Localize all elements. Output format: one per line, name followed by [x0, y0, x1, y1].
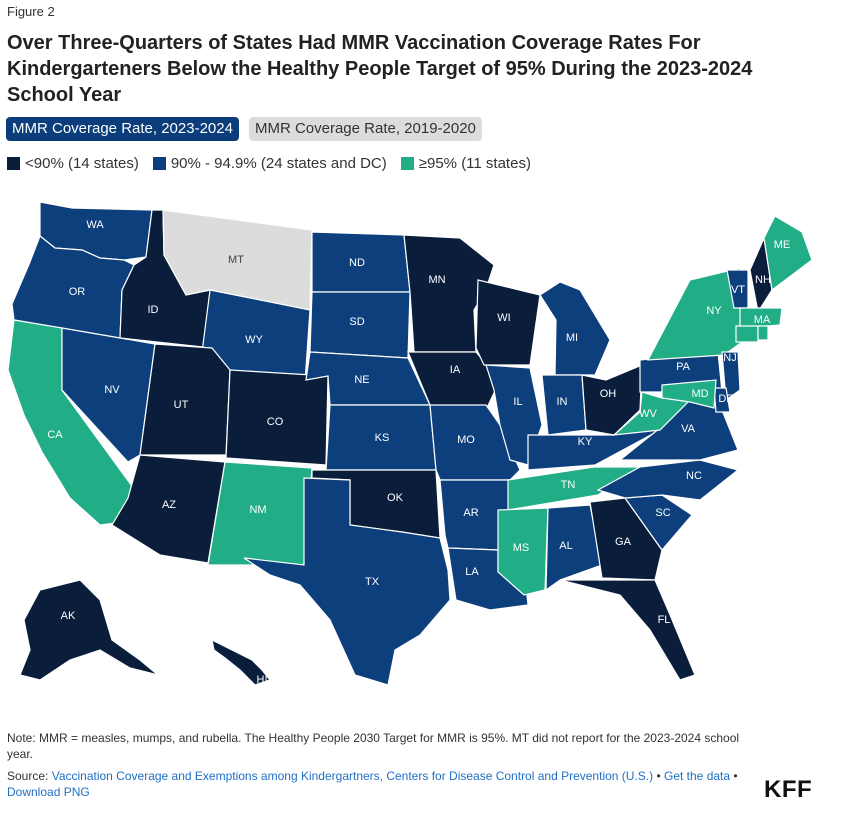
state-label-ia: IA — [450, 364, 461, 376]
state-label-me: ME — [774, 239, 791, 251]
state-label-vt: VT — [731, 284, 745, 296]
legend-label-mid: 90% - 94.9% (24 states and DC) — [170, 155, 387, 172]
state-ct[interactable] — [735, 325, 759, 343]
state-label-fl: FL — [658, 614, 671, 626]
legend-swatch-low — [7, 157, 20, 170]
state-label-or: OR — [69, 286, 86, 298]
source-prefix: Source: — [7, 769, 52, 783]
state-wi[interactable] — [475, 279, 541, 366]
state-label-la: LA — [465, 566, 479, 578]
state-label-nm: NM — [249, 504, 266, 516]
state-label-ny: NY — [706, 305, 722, 317]
get-data-link[interactable]: Get the data — [664, 769, 731, 783]
state-label-co: CO — [267, 416, 284, 428]
state-label-ga: GA — [615, 536, 632, 548]
state-ak[interactable] — [19, 579, 159, 681]
state-label-mi: MI — [566, 332, 578, 344]
state-al[interactable] — [545, 504, 603, 592]
state-ms[interactable] — [497, 507, 549, 596]
state-ri[interactable] — [757, 325, 769, 341]
state-label-va: VA — [681, 423, 696, 435]
state-fl[interactable] — [559, 579, 696, 681]
chart-title: Over Three-Quarters of States Had MMR Va… — [7, 32, 753, 106]
tab-bar: MMR Coverage Rate, 2023-2024 MMR Coverag… — [6, 117, 482, 141]
state-label-nc: NC — [686, 470, 702, 482]
state-de[interactable] — [713, 387, 731, 413]
state-label-ky: KY — [578, 436, 593, 448]
state-label-ak: AK — [61, 610, 76, 622]
state-label-nd: ND — [349, 257, 365, 269]
state-label-hi: HI — [257, 674, 268, 686]
state-label-id: ID — [148, 304, 159, 316]
state-label-wi: WI — [497, 312, 510, 324]
legend-item-high: ≥95% (11 states) — [400, 155, 531, 172]
state-label-wv: WV — [639, 408, 657, 420]
state-mo[interactable] — [429, 404, 521, 481]
legend-swatch-mid — [152, 157, 166, 170]
state-label-wa: WA — [86, 219, 104, 231]
state-label-ca: CA — [47, 429, 63, 441]
state-nc[interactable] — [596, 459, 740, 501]
state-label-ne: NE — [354, 374, 369, 386]
state-me[interactable] — [763, 215, 813, 292]
legend: <90% (14 states) 90% - 94.9% (24 states … — [7, 155, 531, 172]
state-label-tn: TN — [561, 479, 576, 491]
state-ia[interactable] — [407, 351, 501, 411]
state-label-az: AZ — [162, 499, 176, 511]
state-label-ks: KS — [375, 432, 390, 444]
state-label-md: MD — [691, 388, 708, 400]
tab-2019-2020[interactable]: MMR Coverage Rate, 2019-2020 — [248, 117, 482, 141]
state-tx[interactable] — [243, 477, 451, 686]
state-label-ar: AR — [463, 507, 478, 519]
state-ma[interactable] — [739, 307, 783, 329]
state-md[interactable] — [661, 379, 717, 409]
tab-2023-2024[interactable]: MMR Coverage Rate, 2023-2024 — [6, 117, 239, 141]
footnote: Note: MMR = measles, mumps, and rubella.… — [7, 731, 740, 761]
state-label-ms: MS — [513, 542, 530, 554]
state-label-ma: MA — [754, 314, 771, 326]
state-label-nh: NH — [755, 274, 771, 286]
source-link[interactable]: Vaccination Coverage and Exemptions amon… — [51, 769, 654, 783]
kff-logo: KFF — [764, 776, 813, 803]
legend-swatch-high — [400, 157, 414, 170]
figure-label: Figure 2 — [7, 4, 55, 19]
source-line: Source: Vaccination Coverage and Exempti… — [7, 768, 767, 800]
state-label-in: IN — [557, 396, 568, 408]
source-sep-2: • — [730, 769, 738, 783]
state-label-oh: OH — [600, 388, 617, 400]
state-label-pa: PA — [676, 361, 691, 373]
state-hi[interactable] — [211, 638, 272, 686]
legend-item-low: <90% (14 states) — [7, 155, 139, 172]
state-label-nv: NV — [104, 384, 120, 396]
state-label-mt: MT — [228, 254, 244, 266]
state-label-sd: SD — [349, 316, 364, 328]
source-sep-1: • — [653, 769, 664, 783]
state-label-tx: TX — [365, 576, 380, 588]
us-map: WA OR CA ID NV MT WY UT CO AZ NM ND SD NE KS OK TX MN IA MO… — [7, 201, 813, 686]
state-label-sc: SC — [655, 507, 670, 519]
state-label-al: AL — [559, 540, 572, 552]
legend-item-mid: 90% - 94.9% (24 states and DC) — [152, 155, 387, 172]
state-label-nj: NJ — [723, 352, 736, 364]
state-nv[interactable] — [61, 327, 156, 463]
download-png-link[interactable]: Download PNG — [7, 785, 90, 799]
state-label-mn: MN — [428, 274, 445, 286]
state-label-wy: WY — [245, 334, 263, 346]
state-label-de: DE — [718, 393, 733, 405]
state-mi[interactable] — [539, 281, 611, 376]
state-label-mo: MO — [457, 434, 475, 446]
state-label-il: IL — [513, 396, 522, 408]
legend-label-low: <90% (14 states) — [25, 155, 139, 172]
state-label-ok: OK — [387, 492, 404, 504]
state-ga[interactable] — [589, 497, 663, 581]
state-label-ut: UT — [174, 399, 189, 411]
legend-label-high: ≥95% (11 states) — [418, 155, 531, 172]
state-mn[interactable] — [403, 234, 495, 353]
